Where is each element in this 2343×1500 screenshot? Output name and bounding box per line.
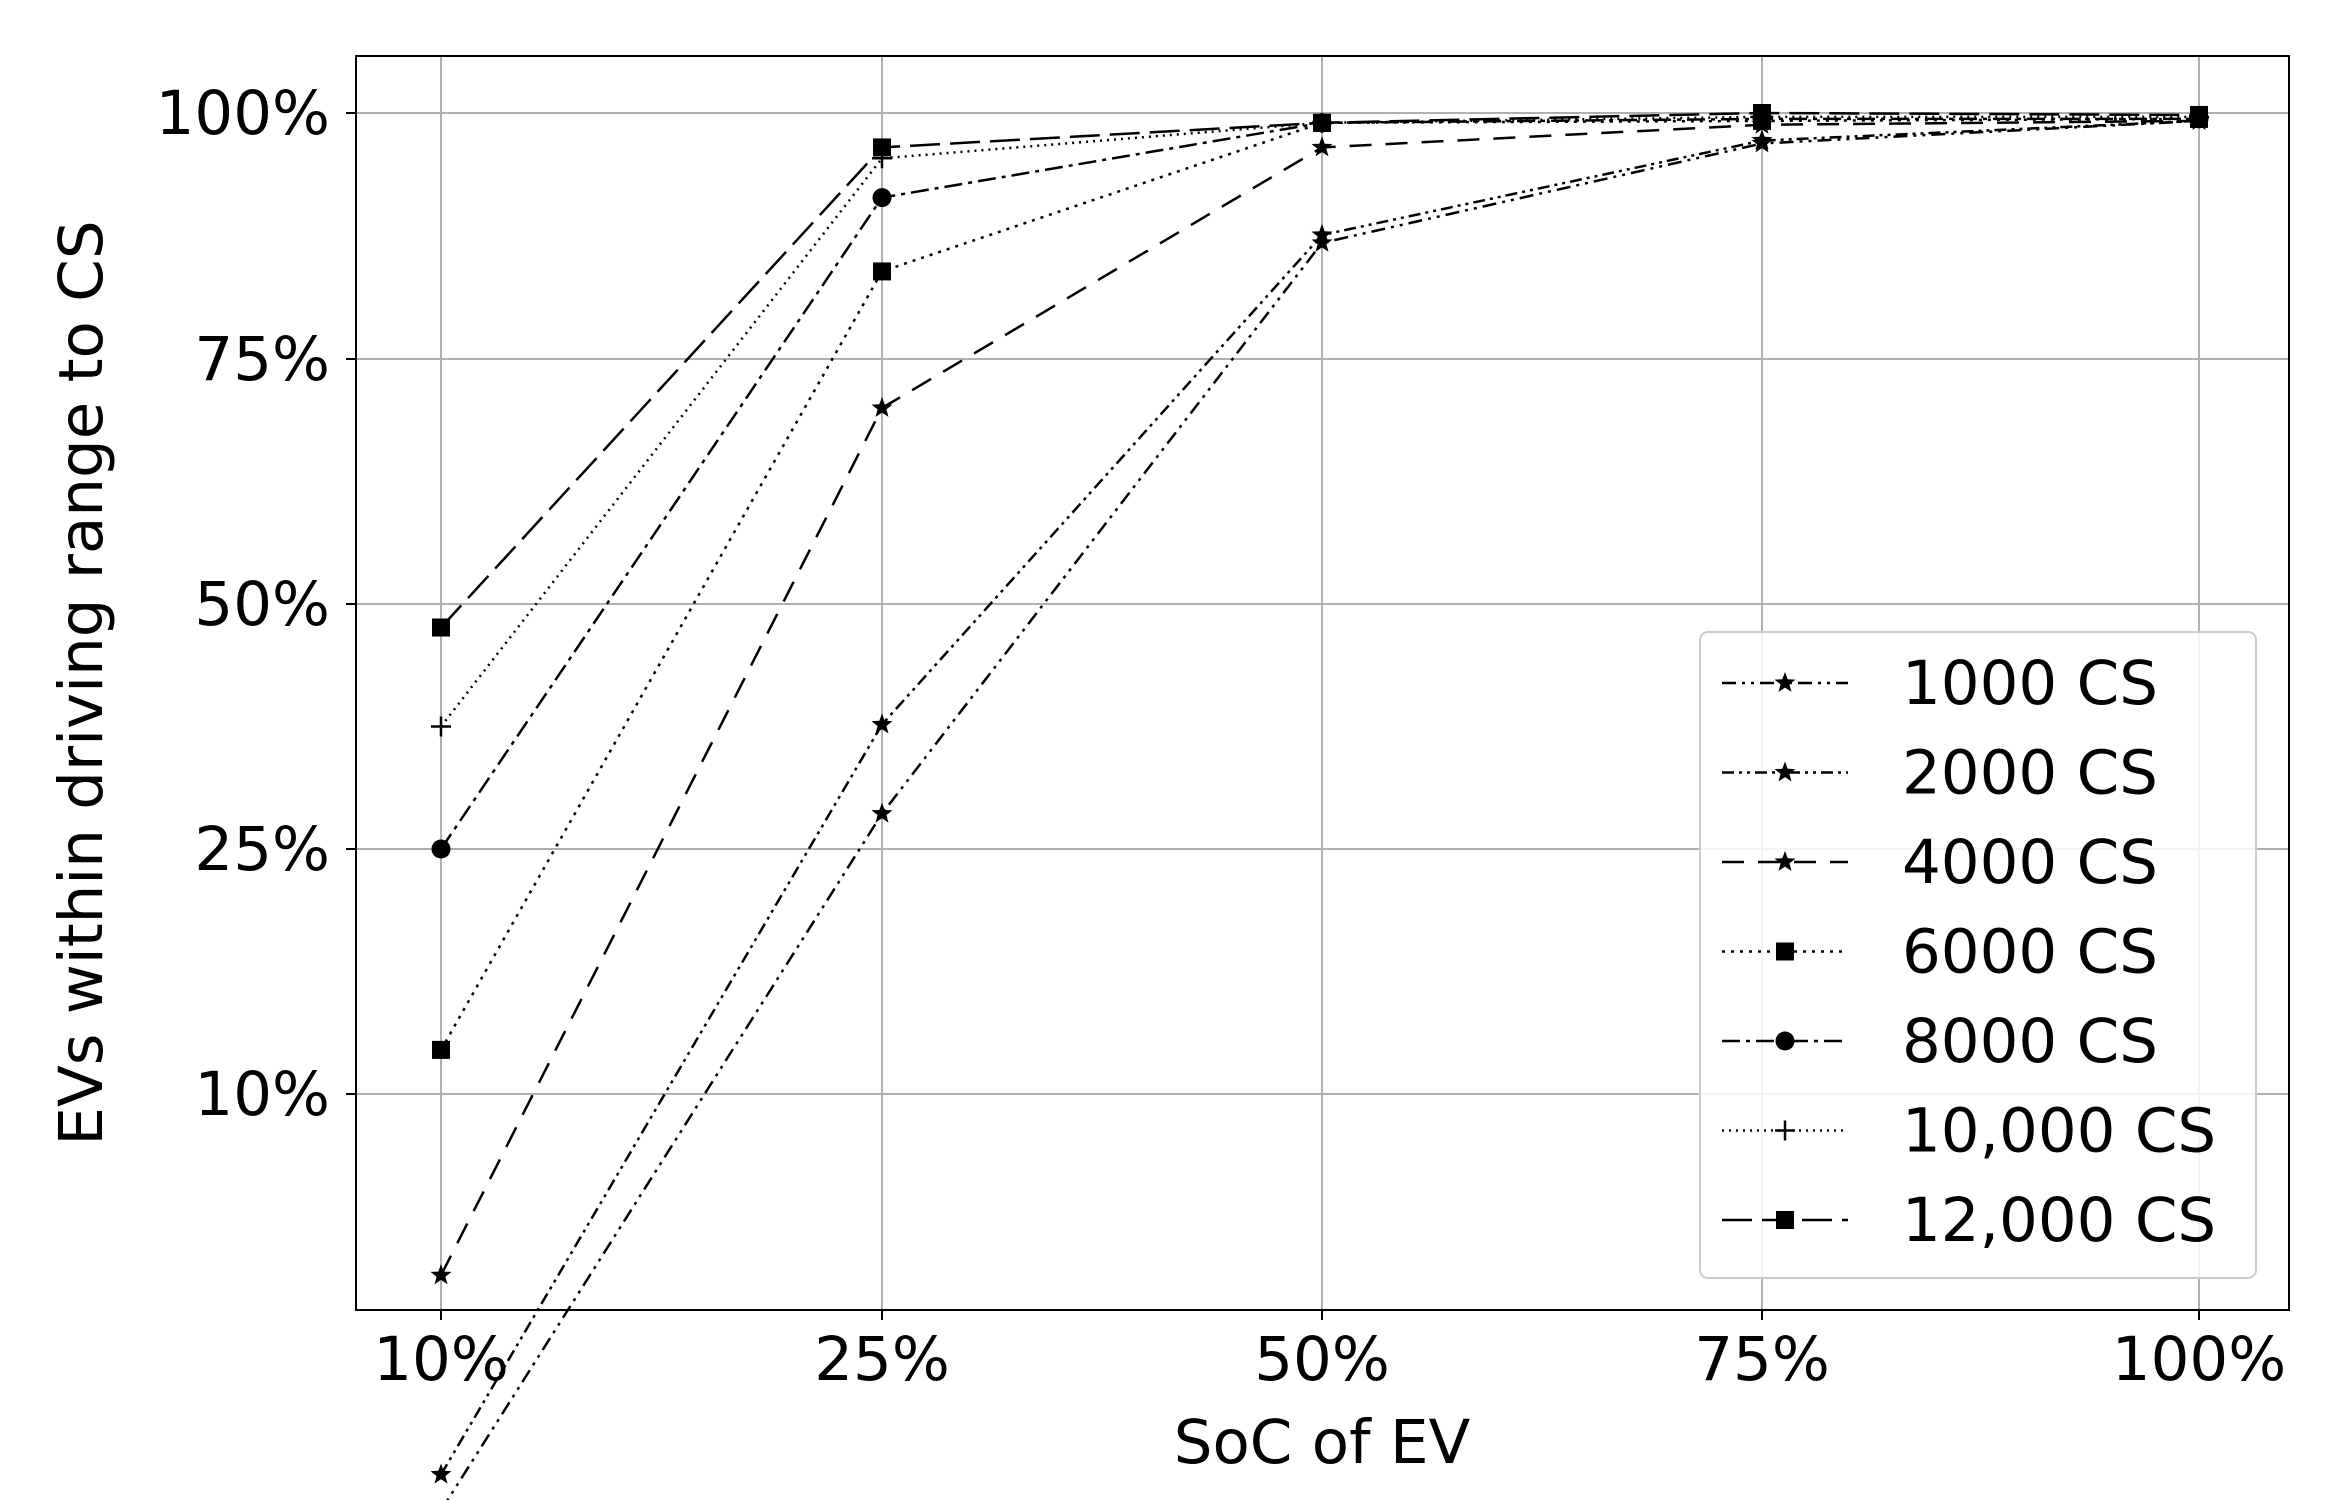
data-point xyxy=(872,188,892,208)
data-point xyxy=(871,397,893,417)
x-tick-labels: 10% 25% 50% 75% 100% xyxy=(373,1310,2286,1395)
y-tick-labels: 10% 25% 50% 75% 100% xyxy=(156,78,356,1130)
legend-marker xyxy=(1774,672,1796,692)
legend-label: 8000 CS xyxy=(1902,1006,2158,1077)
legend-marker xyxy=(1775,1031,1795,1051)
data-point xyxy=(430,1463,452,1484)
data-point xyxy=(1753,104,1771,122)
y-axis-label: EVs within driving range to CS xyxy=(46,220,117,1145)
legend-label: 2000 CS xyxy=(1902,738,2158,809)
x-tick-label: 100% xyxy=(2112,1324,2286,1395)
data-point xyxy=(1311,224,1333,244)
series-line xyxy=(440,111,2200,629)
data-point xyxy=(1313,113,1331,132)
legend-box xyxy=(1699,631,2257,1279)
data-point xyxy=(871,802,893,823)
legend-item: 6000 CS xyxy=(1722,917,2158,988)
legend-label: 10,000 CS xyxy=(1902,1096,2216,1167)
legend-label: 1000 CS xyxy=(1902,648,2158,719)
data-point xyxy=(871,713,893,734)
legend-marker xyxy=(1774,851,1796,871)
y-tick-label: 25% xyxy=(194,814,330,885)
x-tick-label: 10% xyxy=(373,1324,509,1395)
legend-marker xyxy=(1776,1211,1794,1229)
x-axis-label: SoC of EV xyxy=(1174,1407,1471,1478)
data-point xyxy=(1311,136,1333,157)
data-point xyxy=(873,138,891,157)
legend-label: 12,000 CS xyxy=(1902,1185,2216,1256)
legend-item: 8000 CS xyxy=(1722,1006,2158,1077)
data-point xyxy=(2190,105,2208,124)
data-point xyxy=(432,1040,450,1059)
series-layer xyxy=(430,104,2210,1500)
y-tick-label: 50% xyxy=(194,569,330,640)
legend-marker xyxy=(1774,761,1796,782)
data-point xyxy=(430,1264,452,1285)
legend-marker xyxy=(1775,1120,1795,1141)
series-12-000-cs xyxy=(432,104,2208,637)
x-tick-label: 75% xyxy=(1694,1324,1830,1395)
legend: 1000 CS 2000 CS 4000 CS 6000 CS 8000 CS 10,00… xyxy=(1699,631,2257,1279)
legend-label: 4000 CS xyxy=(1902,827,2158,898)
data-point xyxy=(1751,129,1773,150)
y-tick-label: 10% xyxy=(194,1059,330,1130)
legend-label: 6000 CS xyxy=(1902,917,2158,988)
y-tick-label: 100% xyxy=(156,78,330,149)
data-point xyxy=(431,716,451,737)
legend-marker xyxy=(1776,942,1794,961)
legend-item: 4000 CS xyxy=(1722,827,2158,898)
x-tick-label: 50% xyxy=(1254,1324,1390,1395)
data-point xyxy=(431,839,451,859)
data-point xyxy=(432,618,450,637)
data-point xyxy=(1311,231,1333,252)
legend-item: 10,000 CS xyxy=(1722,1096,2216,1167)
data-point xyxy=(873,262,891,281)
x-tick-label: 25% xyxy=(814,1324,950,1395)
legend-item: 1000 CS xyxy=(1722,648,2158,719)
legend-item: 12,000 CS xyxy=(1722,1185,2216,1256)
legend-item: 2000 CS xyxy=(1722,738,2158,809)
y-tick-label: 75% xyxy=(194,324,330,395)
